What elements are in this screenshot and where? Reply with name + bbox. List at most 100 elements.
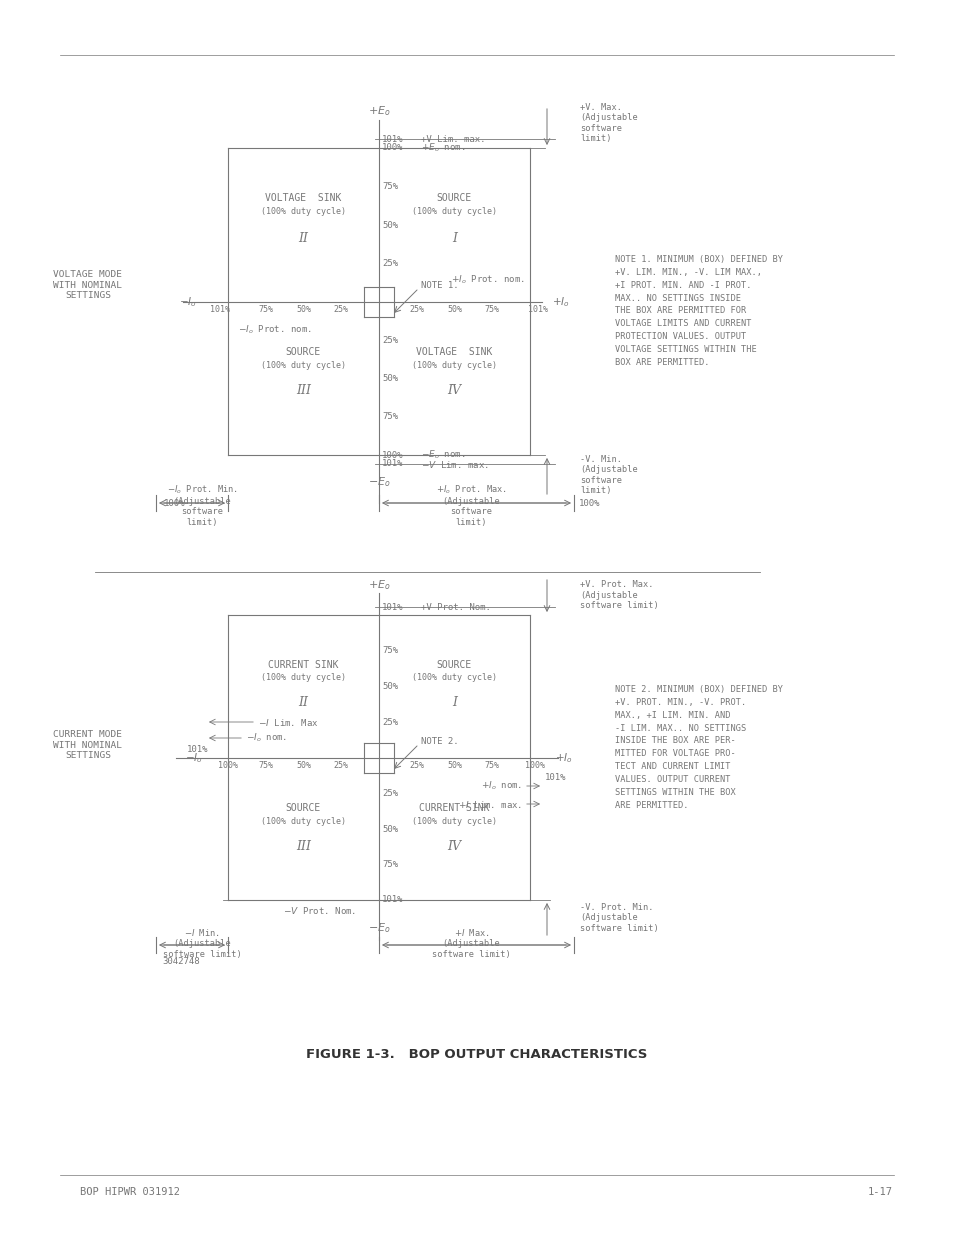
Text: VOLTAGE  SINK: VOLTAGE SINK xyxy=(416,347,492,357)
Text: SOURCE: SOURCE xyxy=(286,347,321,357)
Text: (100% duty cycle): (100% duty cycle) xyxy=(261,361,346,369)
Text: 100%: 100% xyxy=(381,451,403,459)
Text: 75%: 75% xyxy=(258,305,273,315)
Text: $+I$ Max.
(Adjustable
software limit): $+I$ Max. (Adjustable software limit) xyxy=(432,927,511,958)
Text: $-E_o$: $-E_o$ xyxy=(367,475,390,489)
Text: 1-17: 1-17 xyxy=(867,1187,892,1197)
Text: BOP HIPWR 031912: BOP HIPWR 031912 xyxy=(80,1187,180,1197)
Text: I: I xyxy=(452,231,456,245)
Text: 100%: 100% xyxy=(164,499,185,508)
Text: 25%: 25% xyxy=(381,336,397,345)
Text: NOTE 1. MINIMUM (BOX) DEFINED BY
+V. LIM. MIN., -V. LIM MAX.,
+I PROT. MIN. AND : NOTE 1. MINIMUM (BOX) DEFINED BY +V. LIM… xyxy=(615,254,782,367)
Text: SOURCE: SOURCE xyxy=(286,803,321,813)
Text: -V. Min.
(Adjustable
software
limit): -V. Min. (Adjustable software limit) xyxy=(579,454,638,495)
Text: $+I_o$: $+I_o$ xyxy=(552,295,569,309)
Text: (100% duty cycle): (100% duty cycle) xyxy=(261,673,346,683)
Text: CURRENT SINK: CURRENT SINK xyxy=(268,659,338,671)
Text: 75%: 75% xyxy=(484,305,499,315)
Text: 25%: 25% xyxy=(409,762,424,771)
Text: +V. Prot. Max.
(Adjustable
software limit): +V. Prot. Max. (Adjustable software limi… xyxy=(579,580,659,610)
Text: 100%: 100% xyxy=(218,762,237,771)
Text: NOTE 1.: NOTE 1. xyxy=(420,280,458,289)
Text: $-E_o$ nom.: $-E_o$ nom. xyxy=(420,448,465,461)
Text: VOLTAGE  SINK: VOLTAGE SINK xyxy=(265,193,341,203)
Text: 75%: 75% xyxy=(258,762,273,771)
Text: 101%: 101% xyxy=(381,459,403,468)
Text: 50%: 50% xyxy=(381,825,397,834)
Text: NOTE 2. MINIMUM (BOX) DEFINED BY
+V. PROT. MIN., -V. PROT.
MAX., +I LIM. MIN. AN: NOTE 2. MINIMUM (BOX) DEFINED BY +V. PRO… xyxy=(615,685,782,810)
Text: $-I_o$: $-I_o$ xyxy=(185,751,203,764)
Text: 75%: 75% xyxy=(484,762,499,771)
Text: 25%: 25% xyxy=(334,305,349,315)
Text: 101%: 101% xyxy=(210,305,230,315)
Text: VOLTAGE MODE
WITH NOMINAL
SETTINGS: VOLTAGE MODE WITH NOMINAL SETTINGS xyxy=(53,270,122,300)
Text: 100%: 100% xyxy=(381,143,403,152)
Text: $-I_o$ nom.: $-I_o$ nom. xyxy=(246,732,287,745)
Text: SOURCE: SOURCE xyxy=(436,193,472,203)
Text: IV: IV xyxy=(447,840,461,852)
Text: 101%: 101% xyxy=(186,746,208,755)
Text: 25%: 25% xyxy=(381,718,397,726)
Text: 50%: 50% xyxy=(381,221,397,230)
Text: $-V$ Lim. max.: $-V$ Lim. max. xyxy=(420,458,488,469)
Text: 101%: 101% xyxy=(381,895,403,904)
Text: 101%: 101% xyxy=(381,135,403,143)
Text: 101%: 101% xyxy=(381,603,403,611)
Text: 25%: 25% xyxy=(381,259,397,268)
Text: 101%: 101% xyxy=(544,773,566,783)
Text: 25%: 25% xyxy=(381,789,397,798)
Text: III: III xyxy=(295,384,311,396)
Text: 50%: 50% xyxy=(447,305,461,315)
Text: II: II xyxy=(298,697,308,709)
Text: SOURCE: SOURCE xyxy=(436,659,472,671)
Text: 3042748: 3042748 xyxy=(162,957,199,967)
Text: $-I_o$ Prot. nom.: $-I_o$ Prot. nom. xyxy=(237,324,312,336)
Text: FIGURE 1-3.   BOP OUTPUT CHARACTERISTICS: FIGURE 1-3. BOP OUTPUT CHARACTERISTICS xyxy=(306,1049,647,1062)
Text: (100% duty cycle): (100% duty cycle) xyxy=(261,206,346,215)
Text: (100% duty cycle): (100% duty cycle) xyxy=(412,361,497,369)
Text: -V. Prot. Min.
(Adjustable
software limit): -V. Prot. Min. (Adjustable software limi… xyxy=(579,903,659,932)
Text: $-I_o$: $-I_o$ xyxy=(179,295,196,309)
Text: 75%: 75% xyxy=(381,182,397,191)
Text: +V Lim. max.: +V Lim. max. xyxy=(420,135,485,143)
Text: 75%: 75% xyxy=(381,646,397,656)
Text: (100% duty cycle): (100% duty cycle) xyxy=(412,673,497,683)
Text: 50%: 50% xyxy=(381,682,397,692)
Text: (100% duty cycle): (100% duty cycle) xyxy=(412,816,497,825)
Text: 50%: 50% xyxy=(381,374,397,383)
Text: I: I xyxy=(452,697,456,709)
Text: $-I$ Lim. Max: $-I$ Lim. Max xyxy=(257,716,318,727)
Text: $+E_o$: $+E_o$ xyxy=(367,104,390,117)
Text: $+E_o$: $+E_o$ xyxy=(367,578,390,592)
Text: NOTE 2.: NOTE 2. xyxy=(420,736,458,746)
Text: IV: IV xyxy=(447,384,461,396)
Text: 25%: 25% xyxy=(334,762,349,771)
Text: +V. Max.
(Adjustable
software
limit): +V. Max. (Adjustable software limit) xyxy=(579,103,638,143)
Text: III: III xyxy=(295,840,311,852)
Text: 50%: 50% xyxy=(295,305,311,315)
Text: $-I$ Min.
(Adjustable
software limit): $-I$ Min. (Adjustable software limit) xyxy=(162,927,241,958)
Text: 101%: 101% xyxy=(527,305,547,315)
Text: II: II xyxy=(298,231,308,245)
Text: 75%: 75% xyxy=(381,412,397,421)
Text: CURRENT SINK: CURRENT SINK xyxy=(418,803,489,813)
Text: 100%: 100% xyxy=(524,762,544,771)
Text: 75%: 75% xyxy=(381,860,397,869)
Text: (100% duty cycle): (100% duty cycle) xyxy=(261,816,346,825)
Text: $-V$ Prot. Nom.: $-V$ Prot. Nom. xyxy=(283,904,355,915)
Text: $+I_o$ nom.: $+I_o$ nom. xyxy=(480,779,521,792)
Text: $+E_o$ nom.: $+E_o$ nom. xyxy=(420,142,465,154)
Text: CURRENT MODE
WITH NOMINAL
SETTINGS: CURRENT MODE WITH NOMINAL SETTINGS xyxy=(53,730,122,760)
Text: $+I$ Lim. max.: $+I$ Lim. max. xyxy=(457,799,521,809)
Text: $+I_o$ Prot. nom.: $+I_o$ Prot. nom. xyxy=(451,274,524,287)
Text: $+I_o$ Prot. Max.
(Adjustable
software
limit): $+I_o$ Prot. Max. (Adjustable software l… xyxy=(436,483,506,526)
Text: (100% duty cycle): (100% duty cycle) xyxy=(412,206,497,215)
Text: $-I_o$ Prot. Min.
(Adjustable
software
limit): $-I_o$ Prot. Min. (Adjustable software l… xyxy=(167,483,237,526)
Text: 100%: 100% xyxy=(578,499,599,508)
Text: 25%: 25% xyxy=(409,305,424,315)
Text: $+I_o$: $+I_o$ xyxy=(555,751,572,764)
Text: 50%: 50% xyxy=(447,762,461,771)
Text: +V Prot. Nom.: +V Prot. Nom. xyxy=(420,603,491,611)
Text: 50%: 50% xyxy=(295,762,311,771)
Text: $-E_o$: $-E_o$ xyxy=(367,921,390,935)
